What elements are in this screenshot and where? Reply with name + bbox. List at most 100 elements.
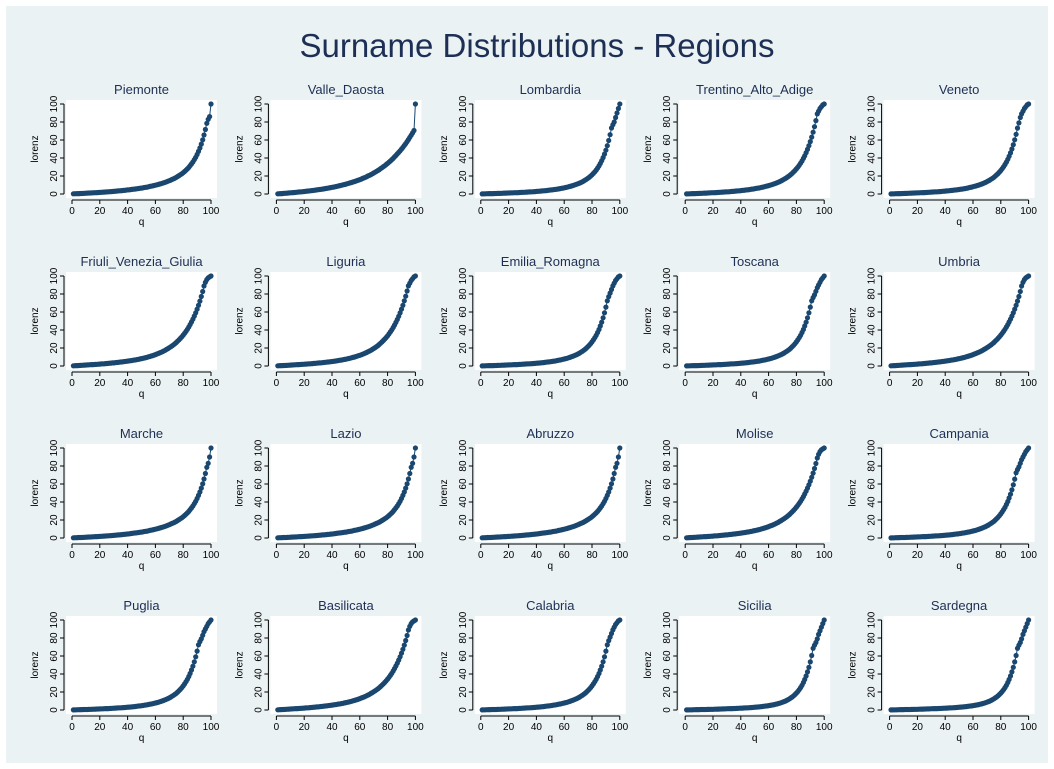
y-axis-title: lorenz — [30, 651, 41, 678]
x-axis-title: q — [548, 389, 554, 400]
chart-svg: Surname Distributions - Regions Piemonte… — [6, 6, 1048, 763]
x-axis-title: q — [956, 389, 962, 400]
x-tick-label: 0 — [478, 206, 484, 217]
x-tick-label: 20 — [707, 550, 719, 561]
x-tick-label: 0 — [887, 722, 893, 733]
panel-abruzzo: Abruzzo 0 20 40 60 80 100 0 20 40 60 80 100 q lorenz — [439, 426, 629, 572]
x-tick-label: 60 — [967, 206, 979, 217]
data-point — [603, 304, 609, 310]
panel-lazio: Lazio 0 20 40 60 80 100 0 20 40 60 80 100 q lorenz — [234, 426, 424, 572]
x-tick-label: 0 — [478, 550, 484, 561]
x-tick-label: 0 — [682, 206, 688, 217]
x-tick-label: 0 — [682, 378, 688, 389]
y-tick-label: 20 — [49, 686, 60, 698]
data-point — [821, 101, 827, 107]
x-tick-label: 80 — [791, 206, 803, 217]
data-point — [202, 470, 208, 477]
x-tick-label: 80 — [995, 550, 1007, 561]
y-tick-label: 80 — [458, 632, 469, 644]
y-tick-label: 80 — [662, 460, 673, 472]
panel-title: Liguria — [326, 254, 366, 269]
data-point — [603, 648, 609, 654]
y-tick-label: 100 — [49, 611, 60, 628]
data-point — [813, 118, 819, 124]
y-tick-label: 60 — [867, 306, 878, 318]
x-axis-title: q — [139, 389, 145, 400]
panel-title: Abruzzo — [526, 426, 574, 441]
data-point — [804, 315, 811, 321]
x-tick-label: 20 — [503, 550, 515, 561]
plot-area — [679, 616, 831, 714]
panel-title: Lombardia — [520, 82, 582, 97]
data-point — [1016, 120, 1022, 126]
data-point — [197, 298, 203, 304]
x-tick-label: 80 — [178, 206, 190, 217]
y-tick-label: 100 — [49, 95, 60, 112]
y-tick-label: 20 — [458, 170, 469, 182]
y-axis-title: lorenz — [30, 307, 41, 334]
x-tick-label: 80 — [586, 550, 598, 561]
x-tick-label: 100 — [203, 206, 220, 217]
y-tick-label: 40 — [662, 152, 673, 164]
plot-area — [883, 616, 1035, 714]
x-tick-label: 60 — [967, 550, 979, 561]
y-tick-label: 100 — [867, 611, 878, 628]
data-point — [599, 663, 605, 669]
data-point — [809, 134, 815, 140]
data-point — [1010, 142, 1016, 148]
y-tick-label: 80 — [458, 116, 469, 128]
data-point — [191, 659, 197, 665]
data-point — [1010, 664, 1016, 670]
panel-umbria: Umbria 0 20 40 60 80 100 0 20 40 60 80 100 q lorenz — [848, 254, 1038, 400]
y-tick-label: 0 — [49, 535, 60, 541]
data-point — [614, 110, 620, 116]
data-point — [1026, 273, 1032, 279]
panel-puglia: Puglia 0 20 40 60 80 100 0 20 40 60 80 100 q lorenz — [30, 598, 220, 744]
y-tick-label: 80 — [49, 632, 60, 644]
data-point — [813, 460, 819, 467]
data-point — [1016, 293, 1022, 300]
x-tick-label: 40 — [531, 722, 543, 733]
y-tick-label: 60 — [49, 306, 60, 318]
y-tick-label: 60 — [662, 650, 673, 662]
x-tick-label: 20 — [299, 206, 311, 217]
plot-area — [474, 100, 626, 198]
x-tick-label: 100 — [407, 206, 424, 217]
data-point — [198, 293, 204, 300]
x-tick-label: 100 — [203, 722, 220, 733]
x-tick-label: 80 — [178, 722, 190, 733]
x-tick-label: 80 — [382, 722, 394, 733]
data-point — [604, 298, 610, 304]
y-tick-label: 60 — [458, 306, 469, 318]
y-tick-label: 20 — [867, 514, 878, 526]
y-tick-label: 60 — [662, 306, 673, 318]
data-point — [811, 465, 818, 472]
x-tick-label: 40 — [531, 378, 543, 389]
y-axis-title: lorenz — [234, 135, 245, 162]
y-tick-label: 80 — [867, 288, 878, 300]
y-tick-label: 80 — [49, 288, 60, 300]
y-tick-label: 100 — [458, 611, 469, 628]
data-point — [807, 478, 813, 484]
x-tick-label: 60 — [559, 378, 571, 389]
data-point — [1010, 482, 1016, 488]
y-tick-label: 40 — [458, 152, 469, 164]
y-tick-label: 0 — [867, 191, 878, 197]
data-point — [208, 101, 214, 107]
x-tick-label: 80 — [382, 550, 394, 561]
x-tick-label: 40 — [326, 722, 338, 733]
x-tick-label: 60 — [150, 550, 162, 561]
x-axis-title: q — [139, 733, 145, 744]
y-tick-label: 40 — [458, 496, 469, 508]
x-axis-title: q — [343, 561, 349, 572]
panel-title: Campania — [929, 426, 989, 441]
x-tick-label: 20 — [707, 206, 719, 217]
panel-lombardia: Lombardia 0 20 40 60 80 100 0 20 40 60 80 100 q lorenz — [439, 82, 629, 228]
y-tick-label: 40 — [49, 496, 60, 508]
x-axis-title: q — [548, 733, 554, 744]
y-tick-label: 80 — [253, 460, 264, 472]
y-tick-label: 60 — [662, 134, 673, 146]
data-point — [411, 127, 417, 134]
y-tick-label: 40 — [867, 496, 878, 508]
x-tick-label: 0 — [69, 378, 75, 389]
